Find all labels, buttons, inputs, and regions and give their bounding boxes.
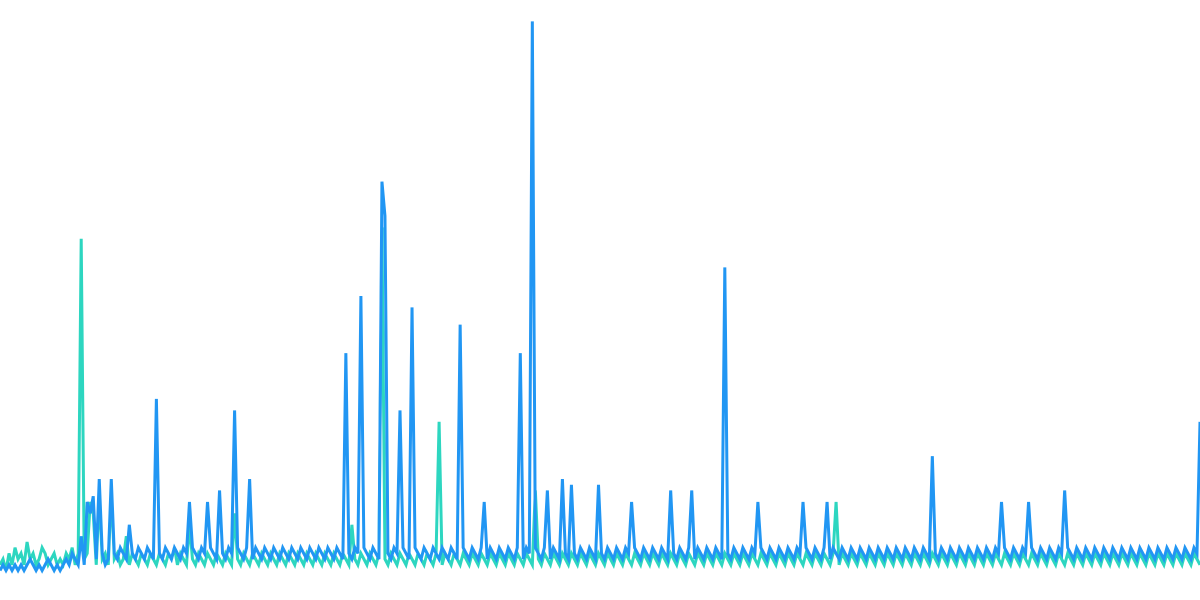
spike-line-chart bbox=[0, 0, 1200, 600]
